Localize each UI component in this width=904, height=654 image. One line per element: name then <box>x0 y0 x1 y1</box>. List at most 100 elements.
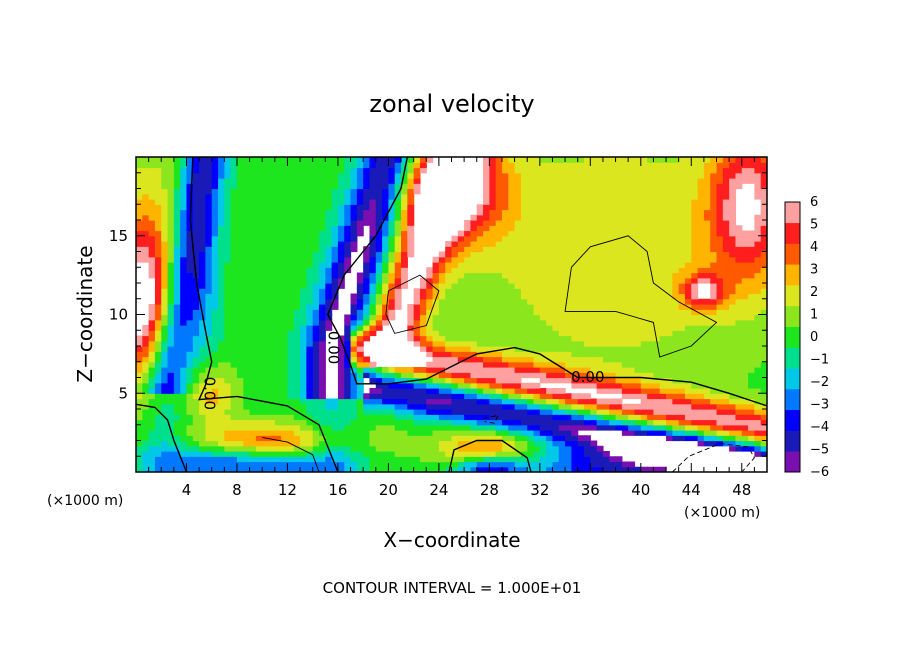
field-cell <box>495 309 503 316</box>
field-cell <box>470 319 478 326</box>
field-cell <box>634 298 642 305</box>
field-cell <box>262 335 270 342</box>
field-cell <box>192 309 200 316</box>
field-cell <box>501 461 509 468</box>
field-cell <box>571 430 579 436</box>
field-cell <box>697 251 705 258</box>
field-cell <box>426 456 434 463</box>
field-cell <box>293 377 301 384</box>
field-cell <box>678 403 686 410</box>
field-cell <box>609 403 617 410</box>
field-cell <box>180 466 188 472</box>
field-cell <box>142 335 150 342</box>
field-cell <box>356 456 364 463</box>
field-cell <box>703 246 711 253</box>
field-cell <box>741 361 749 368</box>
field-cell <box>211 351 219 358</box>
field-cell <box>659 283 667 289</box>
field-cell <box>514 461 522 468</box>
field-cell <box>489 235 497 242</box>
field-cell <box>154 199 162 205</box>
field-cell <box>312 456 320 463</box>
field-cell <box>716 435 724 442</box>
field-cell <box>199 461 207 468</box>
field-cell <box>722 314 730 321</box>
field-cell <box>356 356 364 363</box>
field-cell <box>236 377 244 384</box>
field-cell <box>621 225 629 232</box>
field-cell <box>527 277 535 284</box>
field-cell <box>350 340 358 347</box>
field-cell <box>703 435 711 442</box>
field-cell <box>325 188 333 195</box>
field-cell <box>218 267 225 274</box>
field-cell <box>470 403 478 410</box>
field-cell <box>590 445 598 452</box>
field-cell <box>678 419 686 426</box>
field-cell <box>653 356 661 363</box>
field-cell <box>483 272 490 279</box>
field-cell <box>306 304 314 310</box>
field-cell <box>218 304 225 310</box>
field-cell <box>136 461 143 468</box>
field-cell <box>167 361 175 368</box>
field-cell <box>678 435 686 442</box>
field-cell <box>678 340 686 347</box>
field-cell <box>483 188 490 195</box>
field-cell <box>407 419 415 426</box>
field-cell <box>596 388 604 394</box>
field-cell <box>508 298 516 305</box>
field-cell <box>722 430 730 436</box>
field-cell <box>192 451 200 457</box>
field-cell <box>287 424 295 431</box>
field-cell <box>666 398 673 405</box>
field-cell <box>218 220 225 226</box>
field-cell <box>628 356 636 363</box>
field-cell <box>754 377 762 384</box>
field-cell <box>483 325 490 331</box>
field-cell <box>445 445 453 452</box>
field-cell <box>501 225 509 232</box>
field-cell <box>735 277 743 284</box>
field-cell <box>672 262 680 268</box>
field-cell <box>154 466 162 472</box>
field-cell <box>565 314 572 321</box>
field-cell <box>312 393 320 400</box>
field-cell <box>489 398 497 405</box>
field-cell <box>255 272 263 279</box>
field-cell <box>337 451 345 457</box>
field-cell <box>634 246 642 253</box>
field-cell <box>495 351 503 358</box>
field-cell <box>476 409 484 415</box>
field-cell <box>205 246 213 253</box>
field-cell <box>577 335 585 342</box>
field-cell <box>192 193 200 200</box>
field-cell <box>281 451 289 457</box>
field-cell <box>180 319 188 326</box>
field-cell <box>224 193 232 200</box>
field-cell <box>344 241 352 247</box>
field-cell <box>161 220 169 226</box>
field-cell <box>249 235 257 242</box>
field-cell <box>577 209 585 216</box>
field-cell <box>199 356 207 363</box>
field-cell <box>716 199 724 205</box>
field-cell <box>205 356 213 363</box>
field-cell <box>325 403 333 410</box>
field-cell <box>748 367 755 373</box>
field-cell <box>401 414 408 421</box>
field-cell <box>438 340 446 347</box>
field-cell <box>533 267 541 274</box>
field-cell <box>748 388 755 394</box>
field-cell <box>489 298 497 305</box>
field-cell <box>577 251 585 258</box>
field-cell <box>653 188 661 195</box>
field-cell <box>173 424 181 431</box>
field-cell <box>684 325 692 331</box>
field-cell <box>590 262 598 268</box>
field-cell <box>136 225 143 232</box>
field-cell <box>483 293 490 300</box>
field-cell <box>533 220 541 226</box>
field-cell <box>741 256 749 263</box>
field-cell <box>148 183 156 190</box>
